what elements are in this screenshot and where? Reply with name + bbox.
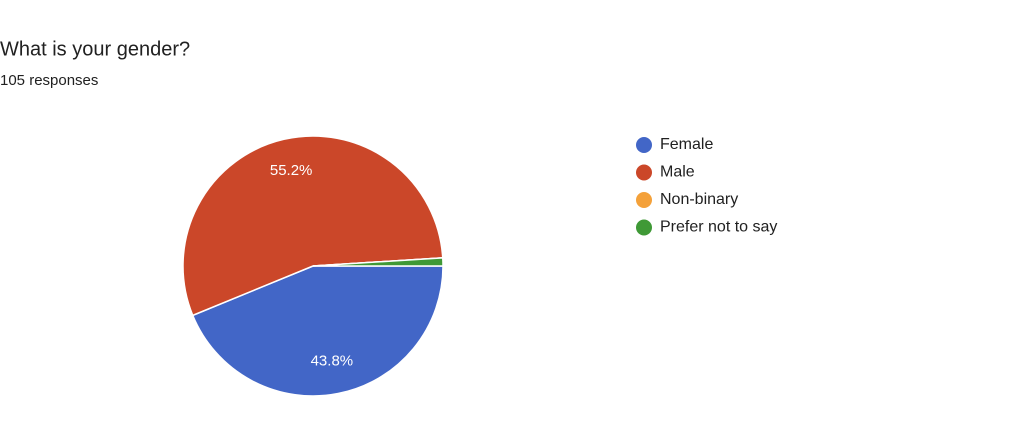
chart-title: What is your gender? [0, 38, 190, 60]
data-label: 43.8% [311, 353, 354, 370]
pie-slice [312, 257, 444, 267]
legend-swatch [636, 219, 652, 236]
pie-slice [182, 135, 444, 317]
chart-subtitle: 105 responses [0, 72, 98, 89]
legend-label: Prefer not to say [660, 219, 777, 236]
legend-label: Non-binary [660, 191, 738, 208]
legend-swatch [636, 164, 652, 181]
legend-swatch [636, 137, 652, 153]
pie-slice [191, 265, 444, 397]
legend-swatch [636, 192, 652, 208]
legend-label: Female [660, 136, 713, 153]
legend-label: Male [660, 164, 695, 181]
data-label: 55.2% [270, 162, 313, 179]
